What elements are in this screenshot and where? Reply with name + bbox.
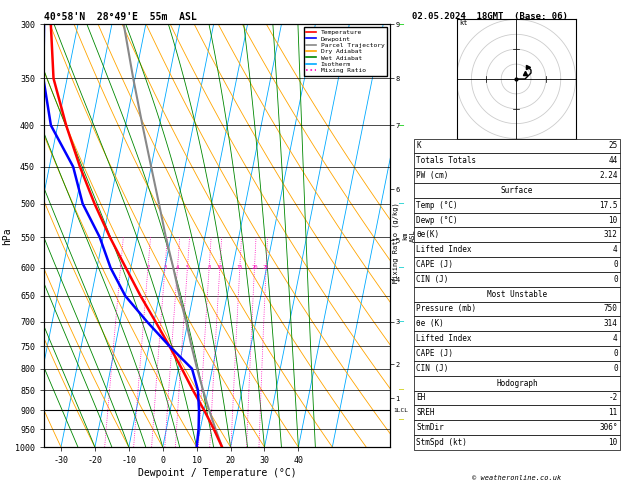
Text: CIN (J): CIN (J)	[416, 364, 448, 373]
Text: CIN (J): CIN (J)	[416, 275, 448, 284]
Text: 4: 4	[175, 265, 179, 270]
Text: 0: 0	[613, 275, 618, 284]
Text: 4: 4	[613, 334, 618, 343]
Text: 44: 44	[608, 156, 618, 165]
Text: kt: kt	[460, 20, 468, 26]
Text: 3: 3	[163, 265, 167, 270]
Text: —: —	[399, 415, 404, 424]
Text: 2: 2	[146, 265, 150, 270]
Text: —: —	[399, 20, 404, 29]
Text: Mixing Ratio (g/kg): Mixing Ratio (g/kg)	[392, 203, 399, 283]
Text: 0: 0	[613, 349, 618, 358]
Text: —: —	[399, 199, 404, 208]
Text: 17.5: 17.5	[599, 201, 618, 210]
Text: Lifted Index: Lifted Index	[416, 245, 472, 254]
Text: EH: EH	[416, 393, 426, 402]
Text: 8: 8	[208, 265, 211, 270]
Text: 312: 312	[604, 230, 618, 240]
Text: 306°: 306°	[599, 423, 618, 432]
Text: PW (cm): PW (cm)	[416, 171, 448, 180]
Text: Hodograph: Hodograph	[496, 379, 538, 388]
Y-axis label: hPa: hPa	[3, 227, 12, 244]
Text: 0: 0	[613, 260, 618, 269]
Text: 1LCL: 1LCL	[394, 408, 408, 413]
Text: Lifted Index: Lifted Index	[416, 334, 472, 343]
Text: θe(K): θe(K)	[416, 230, 440, 240]
Text: 02.05.2024  18GMT  (Base: 06): 02.05.2024 18GMT (Base: 06)	[412, 12, 568, 21]
Text: K: K	[416, 141, 421, 151]
X-axis label: Dewpoint / Temperature (°C): Dewpoint / Temperature (°C)	[138, 468, 296, 478]
Text: Temp (°C): Temp (°C)	[416, 201, 458, 210]
Text: 25: 25	[263, 265, 269, 270]
Text: 5: 5	[186, 265, 189, 270]
Text: —: —	[399, 385, 404, 395]
Text: CAPE (J): CAPE (J)	[416, 260, 454, 269]
Text: 25: 25	[608, 141, 618, 151]
Text: 10: 10	[608, 215, 618, 225]
Text: 11: 11	[608, 408, 618, 417]
Text: 314: 314	[604, 319, 618, 329]
Text: 40°58'N  28°49'E  55m  ASL: 40°58'N 28°49'E 55m ASL	[44, 12, 197, 22]
Text: Surface: Surface	[501, 186, 533, 195]
Y-axis label: km
ASL: km ASL	[403, 229, 416, 242]
Text: 750: 750	[604, 304, 618, 313]
Text: 1: 1	[119, 265, 122, 270]
Text: StmSpd (kt): StmSpd (kt)	[416, 438, 467, 447]
Text: Dewp (°C): Dewp (°C)	[416, 215, 458, 225]
Text: 10: 10	[608, 438, 618, 447]
Text: 4: 4	[613, 245, 618, 254]
Text: 10: 10	[216, 265, 223, 270]
Text: 0: 0	[613, 364, 618, 373]
Text: —: —	[399, 263, 404, 272]
Text: Pressure (mb): Pressure (mb)	[416, 304, 477, 313]
Text: θe (K): θe (K)	[416, 319, 444, 329]
Text: 15: 15	[237, 265, 243, 270]
Text: Totals Totals: Totals Totals	[416, 156, 477, 165]
Text: SREH: SREH	[416, 408, 435, 417]
Text: 20: 20	[251, 265, 258, 270]
Text: Most Unstable: Most Unstable	[487, 290, 547, 299]
Text: —: —	[399, 317, 404, 327]
Legend: Temperature, Dewpoint, Parcel Trajectory, Dry Adiabat, Wet Adiabat, Isotherm, Mi: Temperature, Dewpoint, Parcel Trajectory…	[304, 27, 387, 76]
Text: 2.24: 2.24	[599, 171, 618, 180]
Text: -2: -2	[608, 393, 618, 402]
Text: © weatheronline.co.uk: © weatheronline.co.uk	[472, 475, 562, 481]
Text: StmDir: StmDir	[416, 423, 444, 432]
Text: —: —	[399, 121, 404, 130]
Text: CAPE (J): CAPE (J)	[416, 349, 454, 358]
